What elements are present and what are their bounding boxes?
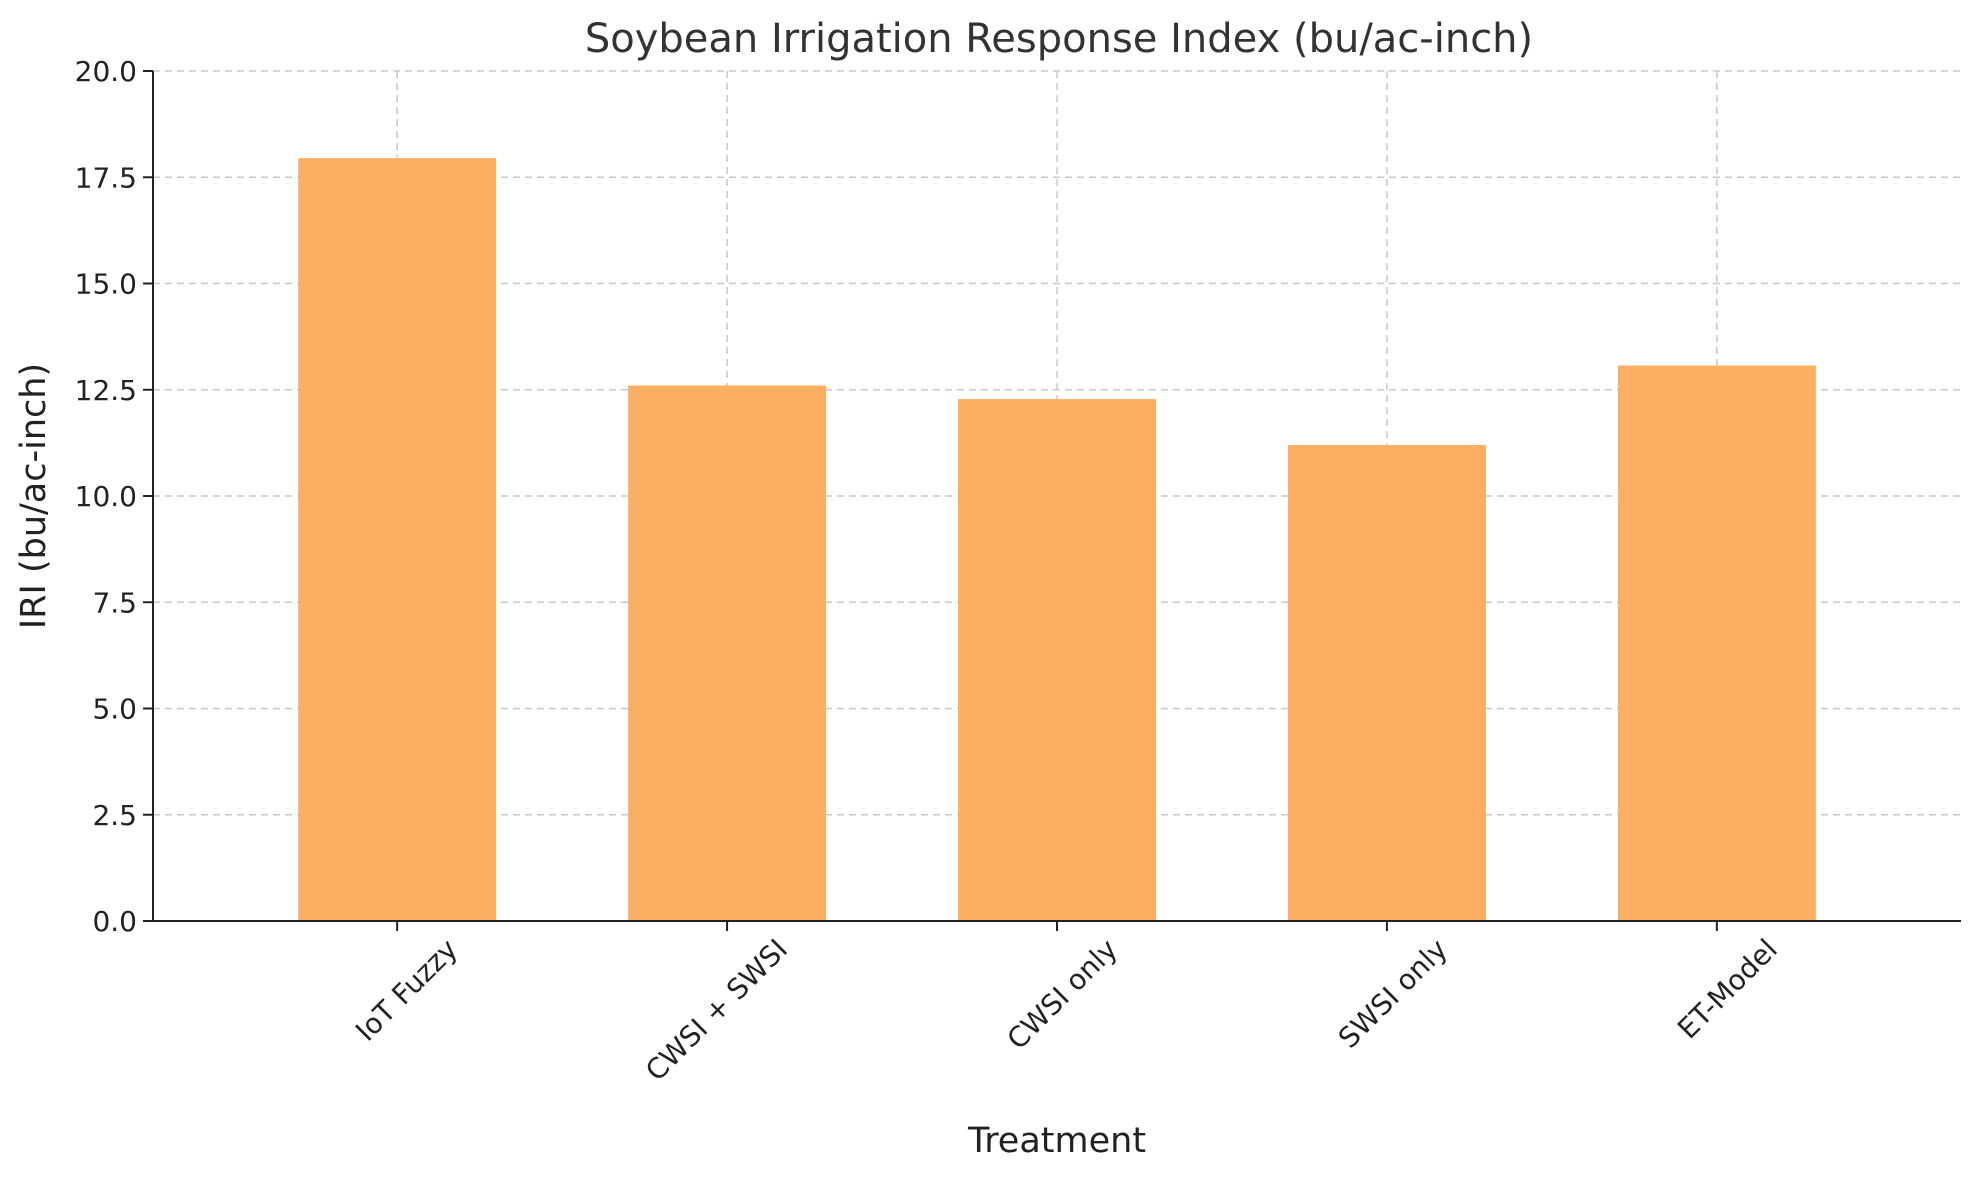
x-tick-label: IoT Fuzzy — [349, 933, 464, 1048]
y-tick-label: 15.0 — [75, 268, 137, 301]
x-tick-label: SWSI only — [1332, 933, 1454, 1055]
bar — [298, 158, 497, 921]
bar — [1617, 365, 1816, 921]
y-tick-label: 0.0 — [92, 905, 137, 938]
y-tick-label: 12.5 — [75, 374, 137, 407]
bar — [628, 385, 827, 921]
chart-title: Soybean Irrigation Response Index (bu/ac… — [585, 16, 1533, 62]
y-tick-label: 2.5 — [92, 799, 137, 832]
y-tick-label: 7.5 — [92, 586, 137, 619]
y-tick-label: 17.5 — [75, 161, 137, 194]
bar — [1287, 445, 1486, 921]
y-tick-label: 20.0 — [75, 55, 137, 88]
y-tick-label: 10.0 — [75, 480, 137, 513]
bar — [958, 399, 1156, 922]
x-tick-label: CWSI only — [1001, 933, 1124, 1056]
x-tick-label: ET-Model — [1671, 933, 1784, 1046]
y-tick-label: 5.0 — [92, 693, 137, 726]
x-axis-title: Treatment — [967, 1121, 1146, 1161]
x-tick-label: CWSI + SWSI — [639, 933, 794, 1088]
bars — [298, 158, 1816, 922]
y-axis-title: IRI (bu/ac-inch) — [14, 363, 54, 629]
